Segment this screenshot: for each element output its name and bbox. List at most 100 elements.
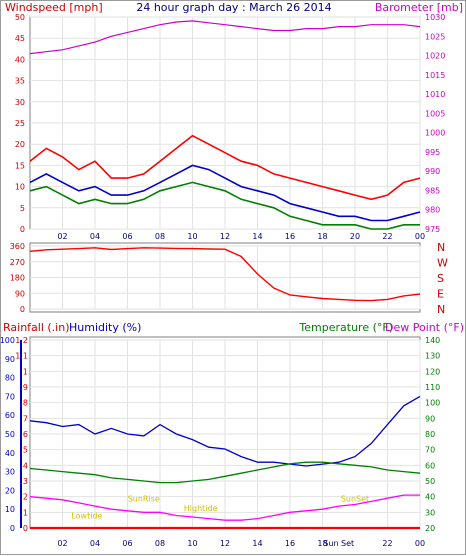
hour-tick-label: 08	[155, 232, 165, 241]
hour-tick-label: 22	[382, 539, 392, 548]
temperature-tick-label: 80	[425, 430, 435, 439]
humidity-tick-label: 50	[5, 430, 15, 439]
series-line	[29, 164, 421, 222]
rain-tick-label: .3	[20, 477, 28, 486]
humidity-tick-label: 30	[5, 468, 15, 477]
rain-tick-label: .9	[20, 383, 28, 392]
hour-tick-label: 20	[350, 232, 360, 241]
hour-tick-label: 10	[187, 539, 197, 548]
hour-tick-label: 04	[90, 539, 100, 548]
temperature-axis-label: Temperature (°F)	[298, 321, 393, 334]
hour-tick-label: 08	[155, 539, 165, 548]
rain-tick-label: 1	[23, 367, 28, 376]
hour-tick-label: 14	[252, 232, 262, 241]
hour-tick-label: 18	[317, 539, 327, 548]
windspeed-tick-label: 35	[15, 77, 25, 86]
rain-tick-label: .2	[20, 493, 28, 502]
barometer-tick-label: 1030	[425, 13, 445, 22]
compass-label: S	[437, 272, 444, 285]
rain-tick-label: 0	[23, 524, 28, 533]
rain-tick-label: .5	[20, 446, 28, 455]
series-line	[29, 461, 421, 484]
humidity-tick-label: 100	[1, 336, 15, 345]
windspeed-tick-label: 15	[15, 161, 25, 170]
temperature-tick-label: 110	[425, 383, 440, 392]
series-line	[29, 20, 421, 55]
hour-tick-label: 10	[187, 232, 197, 241]
direction-tick-label: 270	[10, 258, 25, 267]
temperature-tick-label: 40	[425, 493, 435, 502]
dewpoint-axis-label: Dew Point (°F)	[385, 321, 464, 334]
compass-label: N	[437, 303, 445, 316]
windspeed-axis-label: Windspeed [mph]	[5, 1, 103, 14]
tide-sun-annotation: SunSet	[341, 495, 369, 504]
barometer-axis-label: Barometer [mb]	[375, 1, 463, 14]
hour-tick-label: 02	[57, 232, 67, 241]
rain-tick-label: .1	[20, 508, 28, 517]
barometer-tick-label: 1020	[425, 52, 445, 61]
humidity-tick-label: 90	[5, 355, 15, 364]
rain-tick-label: .4	[20, 461, 28, 470]
hour-tick-label: 04	[90, 232, 100, 241]
series-line	[29, 134, 421, 201]
compass-label: W	[437, 257, 448, 270]
hour-tick-label: 16	[285, 232, 295, 241]
hour-tick-label: 16	[285, 539, 295, 548]
barometer-tick-label: 990	[425, 167, 440, 176]
rain-tick-label: .7	[20, 414, 28, 423]
wind-baro-panel: Windspeed [mph] 24 hour graph day : Marc…	[5, 1, 463, 241]
hour-tick-label: 22	[382, 232, 392, 241]
hour-tick-label: 14	[252, 539, 262, 548]
windspeed-tick-label: 25	[15, 119, 25, 128]
temperature-tick-label: 50	[425, 477, 435, 486]
tide-sun-annotation: Hightide	[184, 504, 218, 513]
windspeed-tick-label: 30	[15, 98, 25, 107]
humidity-tick-label: 70	[5, 392, 15, 401]
humidity-tick-label: 40	[5, 449, 15, 458]
windspeed-tick-label: 45	[15, 34, 25, 43]
direction-tick-label: 360	[10, 242, 25, 251]
humidity-axis-label: Humidity (%)	[69, 321, 141, 334]
series-line	[29, 395, 421, 467]
hour-tick-label: 12	[220, 232, 230, 241]
rain-tick-label: .6	[20, 430, 28, 439]
windspeed-tick-label: 20	[15, 140, 25, 149]
humidity-tick-label: 80	[5, 374, 15, 383]
barometer-tick-label: 1025	[425, 32, 445, 41]
temperature-tick-label: 90	[425, 414, 435, 423]
humidity-tick-label: 20	[5, 486, 15, 495]
barometer-tick-label: 995	[425, 148, 440, 157]
hour-tick-label: 06	[122, 539, 132, 548]
tide-sun-annotation: Sun Set	[323, 539, 354, 548]
barometer-tick-label: 980	[425, 206, 440, 215]
temperature-tick-label: 120	[425, 367, 440, 376]
compass-label: N	[437, 241, 445, 254]
rain-tick-label: 1.2	[15, 336, 28, 345]
hour-tick-label: 18	[317, 232, 327, 241]
barometer-tick-label: 1000	[425, 129, 445, 138]
temperature-tick-label: 30	[425, 508, 435, 517]
direction-tick-label: 0	[20, 305, 25, 314]
rainfall-axis-label: Rainfall (.in)	[3, 321, 70, 334]
tide-sun-annotation: Lowtide	[71, 512, 102, 521]
hour-tick-label: 00	[415, 232, 425, 241]
rain-tick-label: .8	[20, 399, 28, 408]
series-line	[29, 181, 420, 230]
temperature-tick-label: 130	[425, 352, 440, 361]
windspeed-tick-label: 5	[20, 204, 25, 213]
temperature-tick-label: 100	[425, 399, 440, 408]
barometer-tick-label: 1010	[425, 90, 445, 99]
direction-tick-label: 180	[10, 274, 25, 283]
temperature-tick-label: 70	[425, 446, 435, 455]
humidity-tick-label: 0	[10, 524, 15, 533]
rain-humidity-temp-panel: Rainfall (.in) Humidity (%) Temperature …	[1, 321, 464, 548]
barometer-tick-label: 975	[425, 225, 440, 234]
barometer-tick-label: 1015	[425, 71, 445, 80]
graph-title: 24 hour graph day : March 26 2014	[136, 1, 331, 14]
hour-tick-label: 12	[220, 539, 230, 548]
windspeed-tick-label: 40	[15, 55, 25, 64]
compass-label: E	[437, 288, 444, 301]
tide-sun-annotation: SunRise	[128, 495, 160, 504]
